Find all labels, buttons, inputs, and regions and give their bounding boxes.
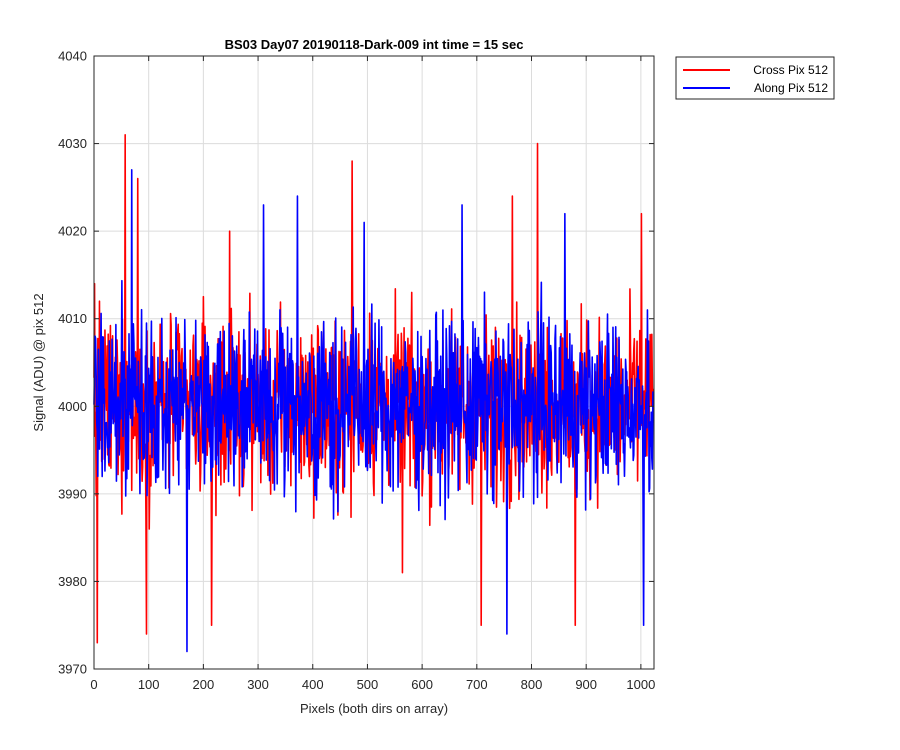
x-tick-label: 500: [357, 677, 379, 692]
y-tick-label: 3980: [58, 574, 87, 589]
series-line-along-pix-512: [93, 169, 655, 653]
y-tick-label: 4000: [58, 399, 87, 414]
y-tick-label: 3970: [58, 662, 87, 677]
legend-label-along: Along Pix 512: [754, 81, 828, 95]
x-tick-label: 900: [575, 677, 597, 692]
plot-frame: [93, 55, 655, 670]
x-tick-label: 600: [411, 677, 433, 692]
legend[interactable]: Cross Pix 512 Along Pix 512: [675, 56, 835, 100]
legend-box: [675, 56, 835, 100]
x-tick-label: 700: [466, 677, 488, 692]
y-axis-label: Signal (ADU) @ pix 512: [31, 293, 46, 431]
x-axis-label: Pixels (both dirs on array): [300, 701, 448, 716]
ticks: 0 100 200 300 400 500 600 700 800 900 1000 3970 3980…: [58, 49, 655, 693]
x-tick-label: 0: [90, 677, 97, 692]
x-tick-label: 800: [521, 677, 543, 692]
x-tick-label: 100: [138, 677, 160, 692]
x-tick-label: 400: [302, 677, 324, 692]
y-tick-label: 4040: [58, 49, 87, 64]
x-tick-label: 1000: [626, 677, 655, 692]
y-tick-label: 4030: [58, 136, 87, 151]
x-tick-label: 300: [247, 677, 269, 692]
legend-label-cross: Cross Pix 512: [753, 63, 828, 77]
y-tick-label: 4020: [58, 224, 87, 239]
series-layer: [93, 134, 655, 653]
y-tick-label: 4010: [58, 311, 87, 326]
chart-title: BS03 Day07 20190118-Dark-009 int time = …: [225, 37, 524, 52]
x-tick-label: 200: [193, 677, 215, 692]
y-tick-label: 3990: [58, 486, 87, 501]
